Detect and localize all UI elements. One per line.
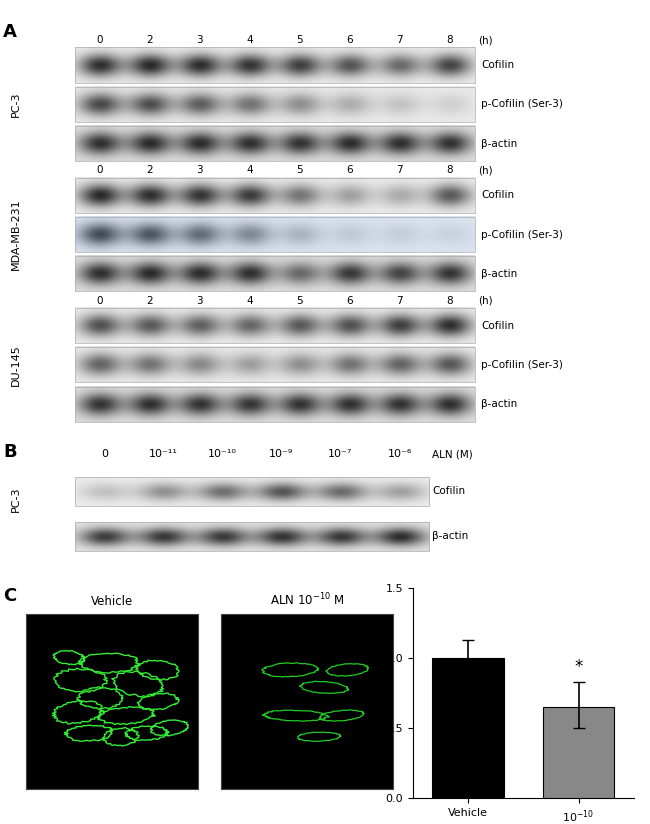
Text: p-Cofilin (Ser-3): p-Cofilin (Ser-3): [481, 230, 563, 240]
Text: 2: 2: [146, 166, 153, 176]
Text: Cofilin: Cofilin: [481, 60, 514, 70]
Text: C: C: [3, 587, 16, 605]
Text: 10⁻⁶: 10⁻⁶: [387, 449, 411, 460]
Y-axis label: Relative Cofilin intensity: Relative Cofilin intensity: [370, 625, 380, 761]
Bar: [75, 178, 474, 213]
Text: 2: 2: [146, 296, 153, 306]
Text: (h): (h): [478, 166, 493, 176]
Text: A: A: [3, 23, 17, 40]
Text: 2: 2: [146, 35, 153, 45]
Text: Cofilin: Cofilin: [481, 190, 514, 200]
Text: B: B: [3, 442, 17, 461]
Text: 0: 0: [96, 166, 103, 176]
Text: 0: 0: [96, 35, 103, 45]
Text: β-actin: β-actin: [481, 269, 517, 279]
Text: 0: 0: [96, 296, 103, 306]
Text: (h): (h): [478, 35, 493, 45]
Text: *: *: [575, 658, 582, 677]
Text: 4: 4: [246, 35, 253, 45]
Text: (h): (h): [478, 296, 493, 306]
Bar: [75, 522, 429, 550]
Bar: [75, 347, 474, 382]
Text: ALN (M): ALN (M): [432, 449, 473, 460]
Text: 8: 8: [446, 166, 453, 176]
Bar: [75, 48, 474, 82]
Text: Cofilin: Cofilin: [432, 486, 465, 497]
Text: 10⁻⁹: 10⁻⁹: [269, 449, 294, 460]
Bar: [432, 658, 504, 798]
Text: DU-145: DU-145: [11, 344, 21, 386]
Text: Vehicle: Vehicle: [91, 595, 133, 608]
Text: 10⁻¹⁰: 10⁻¹⁰: [208, 449, 237, 460]
Bar: [26, 614, 198, 789]
Text: Cofilin: Cofilin: [481, 321, 514, 330]
Text: 10⁻⁷: 10⁻⁷: [328, 449, 353, 460]
Text: 3: 3: [196, 296, 203, 306]
Text: 7: 7: [396, 35, 403, 45]
Bar: [221, 614, 393, 789]
Text: 4: 4: [246, 296, 253, 306]
Text: β-actin: β-actin: [481, 138, 517, 148]
Text: 6: 6: [346, 296, 353, 306]
Text: 6: 6: [346, 166, 353, 176]
Text: p-Cofilin (Ser-3): p-Cofilin (Ser-3): [481, 100, 563, 110]
Bar: [75, 386, 474, 422]
Text: ALN 10$^{-10}$ M: ALN 10$^{-10}$ M: [270, 592, 344, 608]
Bar: [75, 308, 474, 343]
Bar: [75, 256, 474, 292]
Text: MDA-MB-231: MDA-MB-231: [11, 199, 21, 270]
Bar: [543, 707, 614, 798]
Text: β-actin: β-actin: [481, 399, 517, 409]
Text: 3: 3: [196, 166, 203, 176]
Text: 8: 8: [446, 296, 453, 306]
Text: 4: 4: [246, 166, 253, 176]
Text: 0: 0: [101, 449, 108, 460]
Text: PC-3: PC-3: [11, 487, 21, 513]
Text: 7: 7: [396, 166, 403, 176]
Text: 10⁻¹¹: 10⁻¹¹: [149, 449, 177, 460]
Bar: [75, 126, 474, 162]
Text: 5: 5: [296, 35, 303, 45]
Text: 5: 5: [296, 296, 303, 306]
Bar: [75, 217, 474, 252]
Text: p-Cofilin (Ser-3): p-Cofilin (Ser-3): [481, 360, 563, 370]
Text: 7: 7: [396, 296, 403, 306]
Bar: [75, 87, 474, 122]
Text: 5: 5: [296, 166, 303, 176]
Text: 6: 6: [346, 35, 353, 45]
Text: PC-3: PC-3: [11, 91, 21, 117]
Text: β-actin: β-actin: [432, 531, 469, 541]
Text: 3: 3: [196, 35, 203, 45]
Text: 8: 8: [446, 35, 453, 45]
Bar: [75, 477, 429, 506]
